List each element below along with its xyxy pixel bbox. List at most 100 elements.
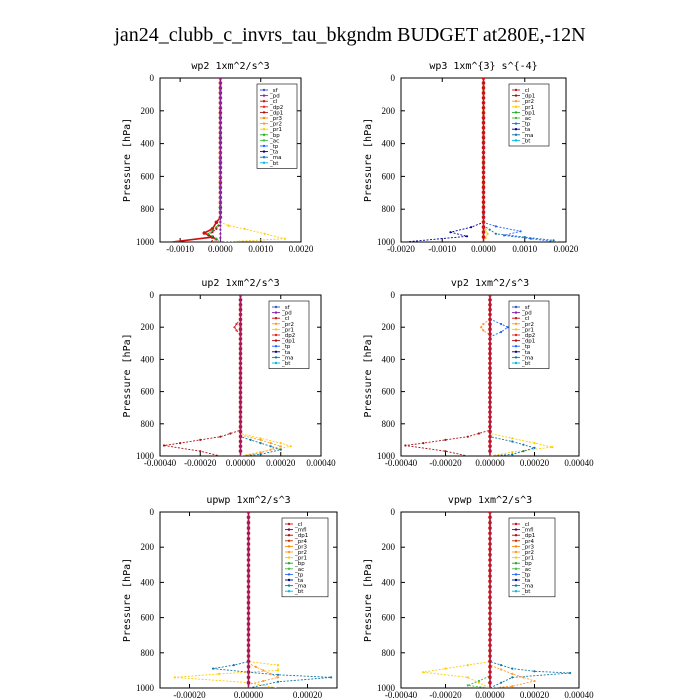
legend-label: _pr3 xyxy=(294,544,308,550)
x-tick-label: 0.00020 xyxy=(520,690,550,700)
legend-marker xyxy=(514,361,518,365)
legend-label: _tp xyxy=(294,572,304,578)
series-point-pr2 xyxy=(276,676,280,679)
series-point-dp1 xyxy=(211,231,214,234)
chart-panel-1: wp2 1xm^2/s^3 Pressure [hPa] 0 200 400 600 800… xyxy=(122,61,314,254)
series-point-ma xyxy=(511,440,514,443)
y-tick-label: 400 xyxy=(382,577,396,587)
legend-marker xyxy=(514,590,518,593)
legend-label: _tp xyxy=(521,344,531,350)
figure-title: jan24_clubb_c_invrs_tau_bkgndm BUDGET at… xyxy=(113,24,585,46)
y-tick-label: 200 xyxy=(382,322,396,332)
legend-marker xyxy=(287,534,291,537)
legend-label: _pr2 xyxy=(294,550,307,556)
series-point-ma xyxy=(500,681,503,684)
chart-panel-4: vp2 1xm^2/s^3 Pressure [hPa] 0 200 400 600 800… xyxy=(363,278,594,468)
series-point-ma xyxy=(249,438,252,441)
y-tick-label: 1000 xyxy=(377,451,396,461)
legend-label: _ta xyxy=(269,150,278,156)
legend: _cl_mfl_dp1_pr4_pr3_pr2_pr1_bp_ac_tp_ta_… xyxy=(281,517,329,598)
series-point-pr2 xyxy=(254,665,257,669)
series-point-pr2 xyxy=(511,685,514,688)
series-point-pr2 xyxy=(269,672,272,676)
legend-marker xyxy=(262,111,266,114)
y-tick-label: 400 xyxy=(141,354,155,364)
legend: _sf_pd_cl_pr2_pr1_dp2_dp1_tp_ta_ma_bt xyxy=(508,300,550,369)
y-axis-label: Pressure [hPa] xyxy=(363,558,374,642)
series-point-dp2 xyxy=(233,326,236,329)
legend-label: _pr2 xyxy=(521,99,534,105)
legend-label: _ma xyxy=(521,355,533,361)
legend-label: _pd xyxy=(281,311,292,317)
series-point-pr2 xyxy=(533,679,536,683)
y-tick-label: 800 xyxy=(141,204,155,214)
legend-label: _ma xyxy=(521,584,533,590)
legend-label: _pr2 xyxy=(281,322,294,328)
x-tick-label: 0.0010 xyxy=(248,244,273,254)
legend-label: _ac xyxy=(294,567,304,573)
series-point-bp xyxy=(207,232,210,235)
x-tick-label: 0.00000 xyxy=(475,458,505,468)
legend-marker xyxy=(262,128,266,131)
y-tick-label: 1000 xyxy=(136,237,155,247)
x-tick-label: -0.00020 xyxy=(184,458,217,468)
legend-label: _pr4 xyxy=(294,539,308,545)
series-point-ma xyxy=(279,448,282,451)
legend-marker xyxy=(514,122,518,125)
legend: _cl_dp1_pr2_pr1_bp1_ac_tp_ta_ma_bt xyxy=(508,83,550,147)
series-point-pr1 xyxy=(263,232,266,235)
chart-panel-6: vpwp 1xm^2/s^3 Pressure [hPa] 0 200 400 600 80… xyxy=(363,495,594,700)
series-point-pr2 xyxy=(269,442,272,445)
series-point-pr1 xyxy=(217,672,221,676)
y-tick-label: 600 xyxy=(382,171,396,181)
series-point-pr2 xyxy=(482,322,485,326)
series-point-pr2 xyxy=(269,448,272,451)
legend-label: _pd xyxy=(269,94,280,100)
chart-panel-2: wp3 1xm^{3} s^{-4} Pressure [hPa] 0 200 400 6… xyxy=(363,61,579,254)
series-group xyxy=(172,78,286,242)
legend-marker xyxy=(514,539,518,542)
series-point-dp1 xyxy=(162,444,166,447)
legend-label: _sf xyxy=(281,305,291,311)
series-point-ma xyxy=(511,453,514,456)
series-point-dp1 xyxy=(444,438,447,441)
legend-marker xyxy=(514,534,518,537)
series-point-ma xyxy=(212,667,215,670)
legend-marker xyxy=(514,133,518,136)
legend-label: _ta xyxy=(521,350,530,356)
x-tick-label: 0.0000 xyxy=(208,244,233,254)
legend: _cl_mfl_dp1_pr4_pr3_pr2_pr1_bp_ac_tp_ta_… xyxy=(508,517,556,598)
legend-marker xyxy=(514,128,518,131)
series-point-ma xyxy=(500,664,503,667)
legend-label: _pr3 xyxy=(269,116,283,122)
series-point-pr2 xyxy=(500,668,503,671)
legend-marker xyxy=(514,139,518,142)
y-axis-label: Pressure [hPa] xyxy=(122,118,133,202)
series-point-pr1 xyxy=(243,227,246,230)
legend-marker xyxy=(514,100,518,103)
series-point-tp xyxy=(494,225,497,228)
series-point-bp xyxy=(215,237,218,240)
series-point-pr1 xyxy=(279,442,282,445)
legend-label: _tp xyxy=(521,122,531,128)
series-point-ma xyxy=(269,445,272,448)
y-tick-label: 1000 xyxy=(377,237,396,247)
series-line-pr2 xyxy=(248,512,280,688)
series-point-ac xyxy=(466,684,469,687)
legend-marker xyxy=(514,350,518,353)
legend-marker xyxy=(514,339,518,342)
legend-marker xyxy=(262,122,266,125)
series-point-pr1 xyxy=(173,676,176,679)
series-line-pr1 xyxy=(174,512,279,688)
y-tick-label: 0 xyxy=(391,290,396,300)
x-tick-label: -0.00040 xyxy=(385,458,418,468)
series-point-cl xyxy=(214,220,219,225)
legend-label: _dp2 xyxy=(269,105,283,111)
chart-panel-3: up2 1xm^2/s^3 Pressure [hPa] 0 200 400 600 800… xyxy=(122,278,336,468)
legend-label: _dp1 xyxy=(281,339,295,345)
x-tick-label: 0.00000 xyxy=(234,690,264,700)
legend-marker xyxy=(287,528,291,531)
legend-marker xyxy=(262,133,266,136)
series-line-dp1 xyxy=(405,295,491,456)
x-tick-label: 0.00040 xyxy=(564,690,594,700)
